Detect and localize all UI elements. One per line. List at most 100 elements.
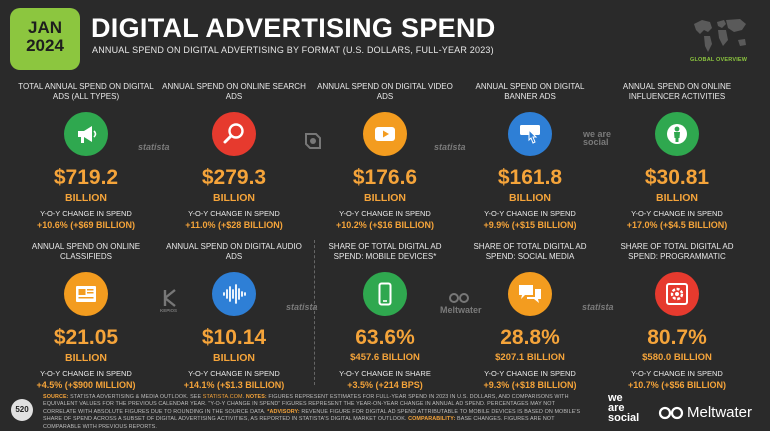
yoy-label: Y-O-Y CHANGE IN SHARE [339,369,431,378]
yoy-label: Y-O-Y CHANGE IN SPEND [40,209,132,218]
card-unit: BILLION [213,352,255,364]
header: JAN 2024 DIGITAL ADVERTISING SPEND ANNUA… [0,0,770,74]
card-value: $279.3 [201,166,267,189]
footer: 520 SOURCE: STATISTA ADVERTISING & MEDIA… [0,390,770,431]
stat-card-search-ads: ANNUAL SPEND ON ONLINE SEARCH ADS $279.3… [162,82,306,242]
card-unit: BILLION [213,192,255,204]
page-title: DIGITAL ADVERTISING SPEND [91,13,496,43]
meltwater-watermark: Meltwater [440,305,482,315]
date-year: 2024 [26,36,64,55]
global-overview-label: GLOBAL OVERVIEW [690,57,748,63]
yoy-label: Y-O-Y CHANGE IN SPEND [484,209,576,218]
card-title: ANNUAL SPEND ON DIGITAL AUDIO ADS [166,242,302,261]
source-text: STATISTA ADVERTISING & MEDIA OUTLOOK. SE… [70,394,202,400]
stat-card-classifieds: ANNUAL SPEND ON ONLINE CLASSIFIEDS $21.0… [14,242,158,402]
card-title: ANNUAL SPEND ON DIGITAL BANNER ADS [475,82,585,101]
advisory-label: *ADVISORY: [267,408,300,415]
card-value: 80.7% [647,326,707,349]
date-month: JAN [27,18,62,37]
card-value: $719.2 [53,166,119,189]
statista-watermark: statista [286,302,318,312]
notes-text: FIGURES REPRESENT ESTIMATES FOR FULL-YEA… [43,394,569,415]
yoy-value: +4.5% (+$900 MILLION) [36,380,136,390]
statista-watermark: statista [434,142,466,152]
gear-icon [655,272,699,316]
notes-label: NOTES: [245,394,267,400]
kepios-watermark: KEPIOS [160,308,178,313]
advisory-text: REVENUE FIGURE FOR DIGITAL AD SPEND ATTR… [43,408,581,423]
yoy-value: +11.0% (+$28 BILLION) [185,220,283,230]
yoy-value: +17.0% (+$4.5 BILLION) [626,220,728,230]
row-1: TOTAL ANNUAL SPEND ON DIGITAL ADS (ALL T… [0,82,770,242]
card-value: $176.6 [352,166,418,189]
card-unit: BILLION [509,192,551,204]
megaphone-icon [64,112,108,156]
card-title: ANNUAL SPEND ON DIGITAL VIDEO ADS [317,82,453,101]
yoy-label: Y-O-Y CHANGE IN SPEND [339,209,431,218]
stat-card-video-ads: ANNUAL SPEND ON DIGITAL VIDEO ADS $176.6… [313,82,457,242]
yoy-value: +3.5% (+214 BPS) [347,380,423,390]
yoy-value: +10.6% (+$69 BILLION) [36,220,136,230]
comparability-text: BASE CHANGES. FIGURES ARE NOT COMPARABLE… [43,416,555,430]
card-unit: BILLION [65,352,107,364]
smartphone-icon [363,272,407,316]
card-value: $10.14 [201,326,267,349]
statista-watermark: statista [138,142,170,152]
card-value: $21.05 [53,326,119,349]
meltwater-logo-icon [658,406,684,420]
kepios-watermark-icon [305,133,321,149]
stat-card-social-share: SHARE OF TOTAL DIGITAL AD SPEND: SOCIAL … [458,242,602,402]
yoy-label: Y-O-Y CHANGE IN SPEND [40,369,132,378]
speech-bubbles-icon [508,272,552,316]
meltwater-logo-text: Meltwater [687,404,753,421]
banner-click-icon [508,112,552,156]
magnifier-icon [212,112,256,156]
yoy-value: +14.1% (+$1.3 BILLION) [183,380,285,390]
card-title: TOTAL ANNUAL SPEND ON DIGITAL ADS (ALL T… [18,82,154,101]
stat-card-banner-ads: ANNUAL SPEND ON DIGITAL BANNER ADS $161.… [458,82,602,242]
footnotes: SOURCE: STATISTA ADVERTISING & MEDIA OUT… [43,394,581,430]
stat-card-total-spend: TOTAL ANNUAL SPEND ON DIGITAL ADS (ALL T… [14,82,158,242]
world-map-icon [694,19,746,52]
card-unit: BILLION [65,192,107,204]
section-divider [314,240,315,385]
card-value: 63.6% [355,326,415,349]
wearesocial-watermark: we are social [583,129,612,147]
card-value: $30.81 [644,166,710,189]
row-2: ANNUAL SPEND ON ONLINE CLASSIFIEDS $21.0… [0,242,770,402]
card-title: SHARE OF TOTAL DIGITAL AD SPEND: MOBILE … [328,242,442,261]
source-label: SOURCE: [43,394,69,400]
classified-icon [64,272,108,316]
stat-card-programmatic: SHARE OF TOTAL DIGITAL AD SPEND: PROGRAM… [605,242,749,402]
stat-card-audio-ads: ANNUAL SPEND ON DIGITAL AUDIO ADS $10.14… [162,242,306,402]
card-unit: BILLION [364,192,406,204]
audio-wave-icon [212,272,256,316]
yoy-value: +10.2% (+$16 BILLION) [335,220,435,230]
source-link[interactable]: STATISTA.COM [202,394,243,400]
card-title: ANNUAL SPEND ON ONLINE INFLUENCER ACTIVI… [622,82,732,101]
we-are-social-logo: we are social [608,392,640,424]
card-value: 28.8% [500,326,560,349]
yoy-value: +9.3% (+$18 BILLION) [483,380,577,390]
card-sub-value: $207.1 BILLION [495,352,565,363]
meltwater-logo: Meltwater [658,404,752,421]
card-title: SHARE OF TOTAL DIGITAL AD SPEND: PROGRAM… [620,242,734,261]
kepios-logo-icon [163,289,176,307]
page-number: 520 [11,399,33,421]
card-sub-value: $457.6 BILLION [350,352,420,363]
person-icon [655,112,699,156]
page-subtitle: ANNUAL SPEND ON DIGITAL ADVERTISING BY F… [92,45,494,55]
comparability-label: COMPARABILITY: [408,416,456,423]
yoy-label: Y-O-Y CHANGE IN SPEND [631,369,723,378]
stat-card-mobile-share: SHARE OF TOTAL DIGITAL AD SPEND: MOBILE … [313,242,457,402]
yoy-label: Y-O-Y CHANGE IN SPEND [188,369,280,378]
play-icon [363,112,407,156]
meltwater-watermark-icon [449,293,469,303]
card-title: SHARE OF TOTAL DIGITAL AD SPEND: SOCIAL … [473,242,587,261]
card-value: $161.8 [497,166,563,189]
yoy-label: Y-O-Y CHANGE IN SPEND [484,369,576,378]
card-title: ANNUAL SPEND ON ONLINE CLASSIFIEDS [31,242,141,261]
yoy-value: +9.9% (+$15 BILLION) [483,220,577,230]
card-unit: BILLION [656,192,698,204]
statista-watermark: statista [582,302,614,312]
